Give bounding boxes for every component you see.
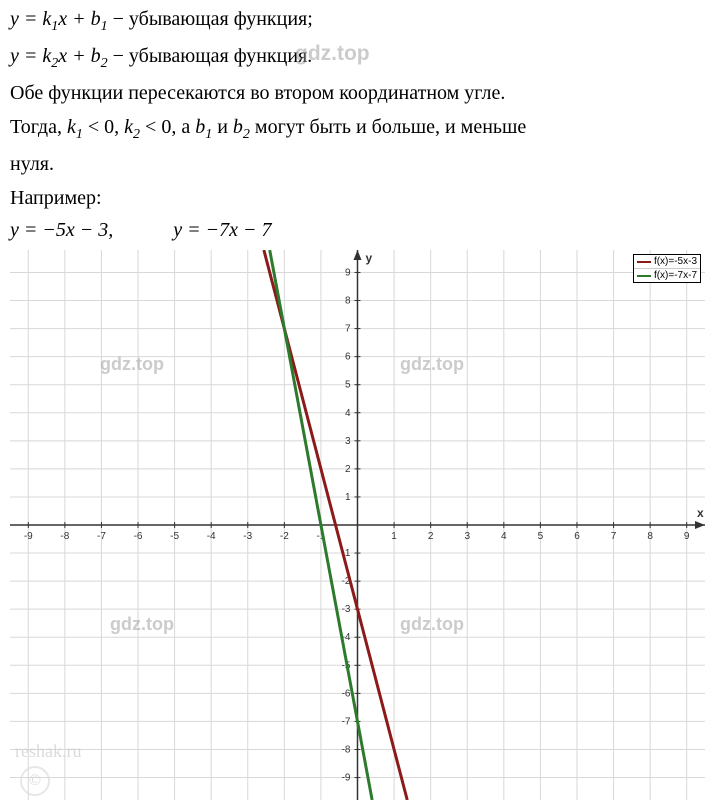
l4-k1: k <box>67 116 76 138</box>
eq2-suffix: − убывающая функция. <box>108 45 313 67</box>
l4-d: и <box>212 116 233 138</box>
l4-b2: b <box>233 116 243 138</box>
watermark-reshak: reshak.ru <box>15 741 81 762</box>
svg-text:4: 4 <box>501 531 507 542</box>
svg-text:3: 3 <box>464 531 470 542</box>
description-line-3: Обе функции пересекаются во втором коорд… <box>10 78 705 108</box>
svg-text:gdz.top: gdz.top <box>110 614 174 634</box>
svg-text:y: y <box>366 251 373 265</box>
svg-text:-8: -8 <box>60 531 69 542</box>
svg-text:-3: -3 <box>243 531 252 542</box>
svg-text:-5: -5 <box>170 531 179 542</box>
svg-text:1: 1 <box>345 492 351 503</box>
conditions-line-4: Тогда, k1 < 0, k2 < 0, а b1 и b2 могут б… <box>10 112 705 145</box>
l4-b2s: 2 <box>243 127 250 142</box>
svg-text:2: 2 <box>428 531 434 542</box>
svg-text:4: 4 <box>345 408 351 419</box>
l4-b1: b <box>195 116 205 138</box>
legend-row-1: f(x)=-5x-3 <box>634 255 700 269</box>
l4-a: Тогда, <box>10 116 67 138</box>
svg-text:gdz.top: gdz.top <box>100 354 164 374</box>
eq2-y: y = k <box>10 45 51 67</box>
l4-c: < 0, а <box>140 116 195 138</box>
svg-text:7: 7 <box>611 531 617 542</box>
svg-text:3: 3 <box>345 436 351 447</box>
eq2-sub2: 2 <box>101 56 108 71</box>
svg-text:x: x <box>697 506 704 520</box>
svg-text:gdz.top: gdz.top <box>400 614 464 634</box>
svg-text:5: 5 <box>538 531 544 542</box>
svg-text:6: 6 <box>574 531 580 542</box>
eq1-suffix: − убывающая функция; <box>108 8 313 30</box>
svg-text:9: 9 <box>684 531 690 542</box>
line-5: нуля. <box>10 149 705 179</box>
svg-text:1: 1 <box>391 531 397 542</box>
svg-text:-8: -8 <box>342 744 351 755</box>
svg-text:9: 9 <box>345 267 351 278</box>
l4-k2: k <box>124 116 133 138</box>
svg-text:8: 8 <box>345 296 351 307</box>
equation-line-2: y = k2x + b2 − убывающая функция. <box>10 41 705 74</box>
svg-text:gdz.top: gdz.top <box>400 354 464 374</box>
eq1-y: y = k <box>10 8 51 30</box>
svg-text:2: 2 <box>345 464 351 475</box>
equation-line-1: y = k1x + b1 − убывающая функция; <box>10 4 705 37</box>
formula-1: y = −5x − 3, <box>10 219 113 242</box>
svg-text:-7: -7 <box>97 531 106 542</box>
svg-text:5: 5 <box>345 380 351 391</box>
svg-text:-6: -6 <box>134 531 143 542</box>
chart-svg: -9-8-7-6-5-4-3-2-1123456789-9-8-7-6-5-4-… <box>10 250 705 800</box>
legend-line-1 <box>637 261 651 263</box>
svg-text:8: 8 <box>647 531 653 542</box>
svg-text:-3: -3 <box>342 604 351 615</box>
svg-text:-6: -6 <box>342 688 351 699</box>
l4-e: могут быть и больше, и меньше <box>250 116 526 138</box>
legend-line-2 <box>637 275 651 277</box>
svg-text:-7: -7 <box>342 716 351 727</box>
svg-text:7: 7 <box>345 324 351 335</box>
l4-k1s: 1 <box>76 127 83 142</box>
eq1-sub2: 1 <box>101 19 108 34</box>
svg-text:-9: -9 <box>342 773 351 784</box>
svg-text:-4: -4 <box>207 531 216 542</box>
l4-k2s: 2 <box>133 127 140 142</box>
legend-row-2: f(x)=-7x-7 <box>634 269 700 282</box>
copyright-icon: © <box>20 766 50 796</box>
line-6: Например: <box>10 183 705 213</box>
l4-b: < 0, <box>83 116 124 138</box>
eq2-mid: x + b <box>58 45 100 67</box>
formula-examples: y = −5x − 3, y = −7x − 7 <box>10 219 705 242</box>
legend-label-1: f(x)=-5x-3 <box>654 256 697 267</box>
eq1-mid: x + b <box>58 8 100 30</box>
svg-text:6: 6 <box>345 352 351 363</box>
formula-2: y = −7x − 7 <box>173 219 271 242</box>
chart: -9-8-7-6-5-4-3-2-1123456789-9-8-7-6-5-4-… <box>10 250 705 800</box>
legend-label-2: f(x)=-7x-7 <box>654 270 697 281</box>
svg-text:-9: -9 <box>24 531 33 542</box>
chart-legend: f(x)=-5x-3 f(x)=-7x-7 <box>633 254 701 283</box>
svg-text:-2: -2 <box>280 531 289 542</box>
